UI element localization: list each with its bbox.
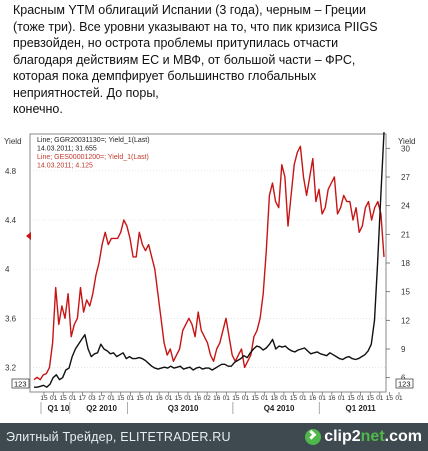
caption-line: неприятностей. До поры, xyxy=(13,85,159,100)
right-tick-label: 27 xyxy=(401,173,410,182)
x-tick-label: 18 xyxy=(271,395,279,402)
x-tick-label: 01 xyxy=(319,395,327,402)
x-tick-label: 15 xyxy=(117,395,125,402)
x-tick-label: 01 xyxy=(50,395,58,402)
checkmark-icon xyxy=(305,429,322,445)
svg-text:123: 123 xyxy=(14,380,27,389)
right-axis-label: Yield xyxy=(398,137,416,146)
left-tick-label: 4.8 xyxy=(5,167,17,176)
right-tick-label: 21 xyxy=(401,230,410,239)
x-tick-label: 16 xyxy=(213,395,221,402)
legend-entry: Line; GES00001200=; Yield_1(Last) xyxy=(37,154,149,161)
x-tick-label: 15 xyxy=(367,395,375,402)
period-label: Q2 2010 xyxy=(86,404,117,413)
x-tick-label: 01 xyxy=(69,395,77,402)
logo-wordmark: clip2net.com xyxy=(324,428,422,445)
left-tick-label: 3.2 xyxy=(5,363,17,372)
caption-line: конечно. xyxy=(13,102,63,116)
x-tick-label: 17 xyxy=(79,395,87,402)
caption: Красным YTM облигаций Испании (3 года), … xyxy=(13,2,423,118)
x-tick-label: 01 xyxy=(395,395,403,402)
x-tick-label: 15 xyxy=(136,395,144,402)
x-axis-periods: Q1 10 Q2 2010 Q3 2010 Q4 2010 Q1 2011 xyxy=(40,402,376,414)
x-tick-label: 15 xyxy=(232,395,240,402)
x-tick-label: 01 xyxy=(280,395,288,402)
right-tick-label: 30 xyxy=(401,144,410,153)
x-tick-label: 01 xyxy=(242,395,250,402)
x-tick-label: 17 xyxy=(98,395,106,402)
x-tick-label: 01 xyxy=(108,395,116,402)
left-bottom-badge: 123 xyxy=(11,378,30,389)
footer-bar: Элитный Трейдер, ELITETRADER.RU clip2net… xyxy=(0,423,428,451)
caption-line: (тоже три). Все уровни указывают на то, … xyxy=(13,19,378,34)
x-tick-label: 16 xyxy=(328,395,336,402)
right-tick-label: 12 xyxy=(401,316,410,325)
footer-source: Элитный Трейдер, ELITETRADER.RU xyxy=(6,430,231,444)
legend: Line; GGR20031130=; Yield_1(Last) 14.03.2… xyxy=(37,137,150,170)
x-tick-label: 15 xyxy=(290,395,298,402)
x-tick-label: 16 xyxy=(156,395,164,402)
caption-line: благодаря действиям ЕС и МВФ, от большой… xyxy=(13,52,356,67)
x-tick-label: 15 xyxy=(175,395,183,402)
legend-entry: 14.03.2011; 4.125 xyxy=(37,163,93,170)
svg-text:123: 123 xyxy=(398,380,411,389)
right-axis-ticks: 6 9 12 15 18 21 24 27 30 xyxy=(386,144,410,383)
left-tick-label: 3.6 xyxy=(5,314,17,323)
legend-entry: 14.03.2011; 31.655 xyxy=(37,146,97,153)
x-tick-label: 16 xyxy=(194,395,202,402)
yield-chart: Yield Yield 3.2 3.6 4 4.4 4.8 6 9 12 15 18 21 24 27… xyxy=(0,130,428,420)
x-tick-label: 15 xyxy=(60,395,68,402)
right-tick-label: 24 xyxy=(401,202,410,211)
x-tick-label: 01 xyxy=(223,395,231,402)
x-tick-label: 15 xyxy=(40,395,48,402)
x-tick-label: 01 xyxy=(127,395,135,402)
left-tick-label: 4 xyxy=(5,265,10,274)
left-tick-label: 4.4 xyxy=(5,216,17,225)
x-tick-label: 15 xyxy=(347,395,355,402)
plot-frame xyxy=(29,133,387,393)
x-tick-label: 01 xyxy=(165,395,173,402)
x-tick-label: 01 xyxy=(376,395,384,402)
x-tick-label: 15 xyxy=(386,395,394,402)
x-tick-label: 15 xyxy=(251,395,259,402)
x-tick-label: 01 xyxy=(184,395,192,402)
right-tick-label: 18 xyxy=(401,259,410,268)
x-tick-label: 03 xyxy=(88,395,96,402)
x-tick-label: 01 xyxy=(261,395,269,402)
left-axis-label: Yield xyxy=(4,137,22,146)
clip2net-logo[interactable]: clip2net.com xyxy=(305,426,422,448)
period-label: Q4 2010 xyxy=(264,404,295,413)
caption-line: Красным YTM облигаций Испании (3 года), … xyxy=(13,3,366,17)
right-bottom-badge: 123 xyxy=(395,378,414,389)
right-tick-label: 15 xyxy=(401,288,410,297)
spain-yield-line xyxy=(33,145,385,381)
x-tick-label: 01 xyxy=(299,395,307,402)
caption-line: которая пока демпфирует большинство глоб… xyxy=(13,69,317,83)
right-tick-label: 6 xyxy=(401,374,406,383)
period-label: Q1 2011 xyxy=(345,404,376,413)
greece-yield-line xyxy=(34,132,385,388)
x-tick-label: 01 xyxy=(338,395,346,402)
caption-line: превзойден, но острота проблемы притупил… xyxy=(13,36,339,50)
x-tick-label: 01 xyxy=(357,395,365,402)
period-label: Q1 10 xyxy=(47,404,69,413)
chart-svg: Yield Yield 3.2 3.6 4 4.4 4.8 6 9 12 15 18 21 24 27… xyxy=(4,132,416,414)
x-tick-label: 01 xyxy=(146,395,154,402)
period-label: Q3 2010 xyxy=(168,404,199,413)
x-tick-label: 02 xyxy=(203,395,211,402)
left-axis-marker xyxy=(26,232,31,240)
x-tick-label: 16 xyxy=(309,395,317,402)
series-lines xyxy=(33,132,385,388)
right-tick-label: 9 xyxy=(401,345,406,354)
legend-entry: Line; GGR20031130=; Yield_1(Last) xyxy=(37,137,150,144)
x-axis-ticks: 15 01 15 01 17 03 17 01 15 01 15 01 16 01 15 01 16 02 16 01… xyxy=(40,392,403,402)
left-axis-ticks: 3.2 3.6 4 4.4 4.8 xyxy=(5,167,17,373)
